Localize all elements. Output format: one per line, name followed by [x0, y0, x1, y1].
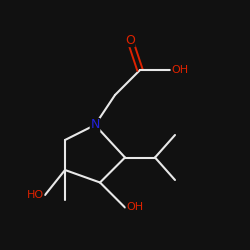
- Text: OH: OH: [126, 202, 144, 212]
- Text: OH: OH: [171, 65, 188, 75]
- Text: O: O: [125, 34, 135, 46]
- Text: HO: HO: [26, 190, 44, 200]
- Text: N: N: [90, 118, 100, 132]
